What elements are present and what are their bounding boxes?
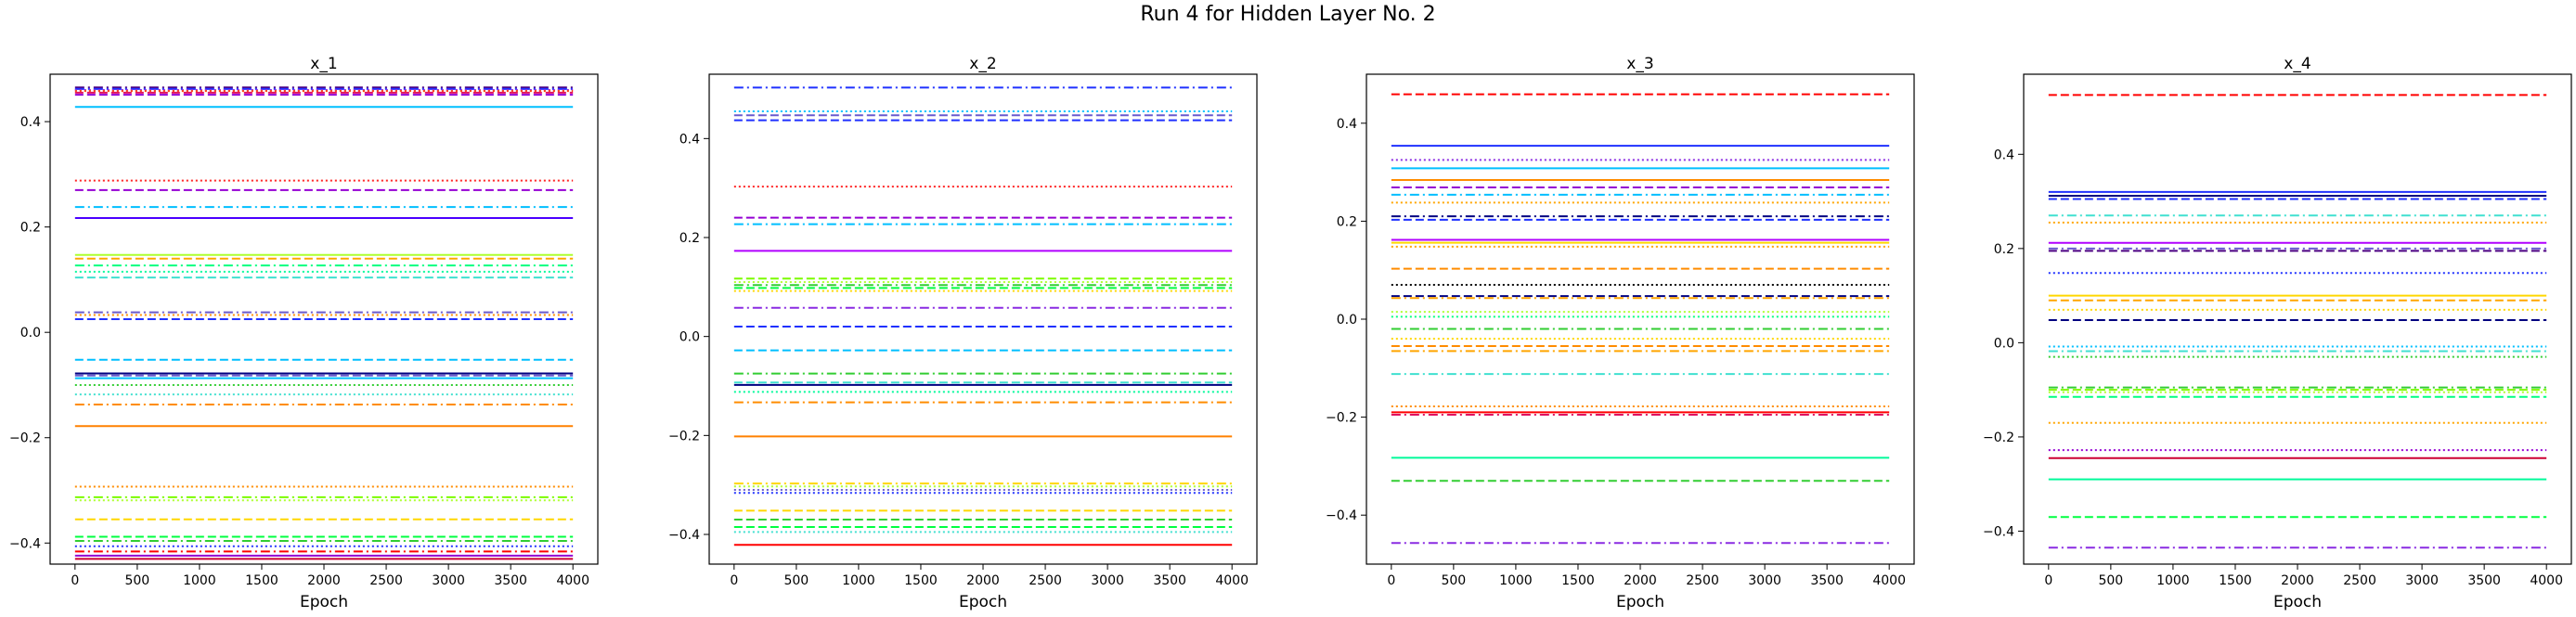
subplot-1: 0 500 1000 1500 2000 2500 3000 3500 4000 −0.4 −0.2…: [9, 55, 599, 611]
y-tick-label: 0.4: [20, 115, 41, 130]
subplot-title: x_2: [969, 55, 996, 73]
axes-frame: [2023, 73, 2572, 565]
y-tick-label: 0.0: [1994, 336, 2014, 351]
y-tick-label: 0.2: [1994, 242, 2014, 257]
x-tick-label: 4000: [556, 573, 589, 588]
x-tick-label: 3500: [1810, 573, 1844, 588]
y-tick-label: −0.4: [1326, 508, 1357, 523]
y-tick-label: 0.4: [1337, 117, 1357, 132]
x-tick-label: 1500: [245, 573, 278, 588]
x-tick-label: 500: [2098, 573, 2123, 588]
subplot-title: x_4: [2284, 55, 2311, 73]
y-tick-label: −0.2: [9, 431, 41, 446]
x-tick-label: 4000: [2530, 573, 2563, 588]
subplot-title: x_3: [1626, 55, 1653, 73]
y-tick-label: −0.4: [1983, 524, 2014, 539]
y-tick-label: 0.0: [20, 326, 41, 341]
x-tick-label: 2000: [2281, 573, 2314, 588]
y-tick-label: 0.4: [1994, 148, 2014, 162]
x-tick-label: 3000: [2405, 573, 2439, 588]
y-tick-label: 0.2: [20, 221, 41, 236]
x-tick-label: 1500: [1561, 573, 1595, 588]
y-tick-label: 0.4: [680, 132, 700, 147]
y-tick-label: −0.4: [668, 528, 700, 543]
x-tick-label: 3500: [1153, 573, 1186, 588]
subplot-4: 0 500 1000 1500 2000 2500 3000 3500 4000 −0.4 −0.2…: [1983, 55, 2572, 611]
x-tick-label: 4000: [1872, 573, 1906, 588]
x-axis-label: Epoch: [300, 593, 348, 611]
x-tick-label: 1000: [2156, 573, 2190, 588]
x-tick-label: 3000: [1748, 573, 1781, 588]
y-tick-label: 0.2: [680, 231, 700, 246]
y-tick-label: −0.2: [1326, 411, 1357, 426]
y-tick-label: −0.4: [9, 536, 41, 551]
x-tick-label: 2000: [307, 573, 341, 588]
y-tick-label: 0.2: [1337, 214, 1357, 229]
x-tick-label: 2500: [1686, 573, 1719, 588]
x-tick-label: 3500: [2467, 573, 2501, 588]
x-tick-label: 3000: [432, 573, 465, 588]
x-tick-label: 2000: [966, 573, 1000, 588]
x-tick-label: 2000: [1624, 573, 1657, 588]
x-axis-label: Epoch: [959, 593, 1007, 611]
x-axis-label: Epoch: [1616, 593, 1664, 611]
axes-frame: [1366, 73, 1915, 565]
subplot-2: 0 500 1000 1500 2000 2500 3000 3500 4000 −0.4 −0.2…: [668, 55, 1258, 611]
subplot-3: 0 500 1000 1500 2000 2500 3000 3500 4000 −0.4 −0.2…: [1326, 55, 1915, 611]
x-tick-label: 1000: [183, 573, 216, 588]
x-tick-label: 2500: [1029, 573, 1062, 588]
x-tick-label: 2500: [2343, 573, 2376, 588]
x-tick-label: 0: [2044, 573, 2052, 588]
y-tick-label: −0.2: [668, 429, 700, 443]
x-tick-label: 0: [1387, 573, 1395, 588]
y-tick-label: 0.0: [1337, 313, 1357, 328]
x-tick-label: 4000: [1215, 573, 1249, 588]
y-tick-label: −0.2: [1983, 431, 2014, 445]
x-tick-label: 1500: [904, 573, 938, 588]
x-tick-label: 1500: [2219, 573, 2252, 588]
x-tick-label: 1000: [842, 573, 875, 588]
figure-title: Run 4 for Hidden Layer No. 2: [1140, 3, 1436, 26]
subplot-title: x_1: [310, 55, 337, 73]
x-tick-label: 500: [783, 573, 809, 588]
x-tick-label: 3500: [494, 573, 527, 588]
x-tick-label: 2500: [369, 573, 403, 588]
x-axis-label: Epoch: [2273, 593, 2322, 611]
x-tick-label: 1000: [1499, 573, 1533, 588]
x-tick-label: 500: [1441, 573, 1466, 588]
x-tick-label: 0: [71, 573, 79, 588]
x-tick-label: 0: [730, 573, 738, 588]
x-tick-label: 3000: [1091, 573, 1124, 588]
y-tick-label: 0.0: [680, 330, 700, 345]
x-tick-label: 500: [124, 573, 149, 588]
